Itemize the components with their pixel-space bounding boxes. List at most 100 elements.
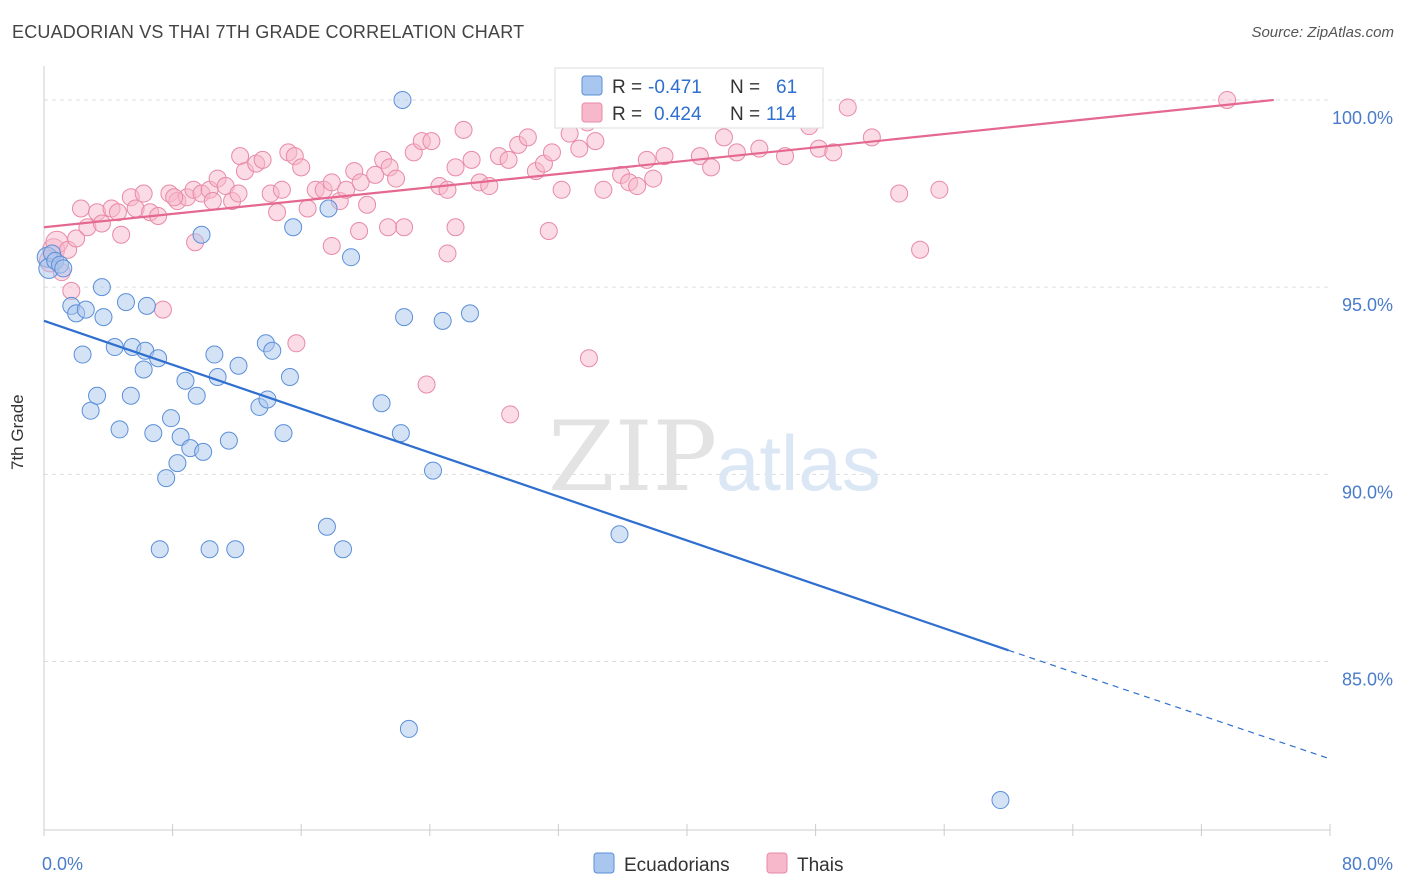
ecuadorian-point [219,431,238,450]
thai-point [322,173,341,192]
source-label: Source: ZipAtlas.com [1251,24,1394,41]
axes [43,66,1331,836]
thai-point [570,139,589,158]
thai-point [395,218,414,237]
thai-point [911,240,930,259]
thai-point [838,98,857,117]
watermark-zip: ZIP [548,401,717,513]
legend-r-value-2: 0.424 [654,104,702,125]
x-tick-label-1: 80.0% [1342,854,1393,874]
ecuadorian-point [399,719,418,738]
y-tick-label-1: 95.0% [1342,295,1393,315]
ecuadorian-point [280,367,299,386]
thai-point [108,203,127,222]
ecuadorian-point [73,345,92,364]
ecuadorian-point [92,278,111,297]
thai-trend-line [43,98,1274,229]
legend-n-label-1: N = [730,77,760,98]
ecuadorian-point [317,517,336,536]
thai-point [438,244,457,263]
ecuadorian-point [116,293,135,312]
thai-point [890,184,909,203]
ecuadorian-point [263,341,282,360]
thai-point [351,173,370,192]
ecuadorian-point [333,540,352,559]
thai-point [272,180,291,199]
thai-point [298,199,317,218]
thai-point [824,143,843,162]
thai-point [579,349,598,368]
ecuadorian-point [991,791,1010,810]
ecuadorian-point [121,386,140,405]
legend-r-label-1: R = [612,77,642,98]
thai-point [62,281,81,300]
bottom-legend-swatch-ecuadorians [593,852,615,874]
stats-legend: R = -0.471 N = 61 R = 0.424 N = 114 [554,67,824,129]
bottom-legend-ecuadorians: Ecuadorians [624,855,730,876]
ecuadorian-point [460,304,479,323]
thai-point [92,214,111,233]
thai-point [422,132,441,151]
ecuadorian-point [88,386,107,405]
thai-point [594,180,613,199]
ecuadorian-points [36,90,1010,810]
watermark-atlas: atlas [716,419,881,507]
thai-point [350,221,369,240]
thai-point [446,218,465,237]
thai-point [165,188,184,207]
legend-swatch-thais [581,102,603,123]
thai-point [153,300,172,319]
x-tick-labels: 0.0% 80.0% [42,854,1393,874]
ecuadorian-point [284,218,303,237]
thai-point [417,375,436,394]
legend-n-value-2: 114 [766,104,797,125]
ecuadorian-point [149,349,168,368]
thai-point [231,147,250,166]
chart-title: ECUADORIAN VS THAI 7TH GRADE CORRELATION… [12,22,525,42]
thai-point [358,195,377,214]
thai-point [518,128,537,147]
series-legend: Ecuadorians Thais [593,852,843,876]
ecuadorian-point [274,424,293,443]
thai-point [552,180,571,199]
ecuadorian-trend-extension [1008,649,1331,760]
y-tick-label-0: 100.0% [1332,108,1393,128]
thai-point [203,192,222,211]
thai-point [499,150,518,169]
legend-n-label-2: N = [730,104,760,125]
thai-point [714,128,733,147]
ecuadorian-point [137,296,156,315]
thai-point [287,334,306,353]
trend-lines [43,98,1331,760]
thai-point [628,177,647,196]
legend-r-label-2: R = [612,104,642,125]
bottom-legend-swatch-thais [766,852,788,874]
ecuadorian-point [157,469,176,488]
ecuadorian-point [229,356,248,375]
thai-point [539,221,558,240]
thai-point [292,158,311,177]
legend-swatch-ecuadorians [581,75,603,96]
ecuadorian-point [187,386,206,405]
thai-point [727,143,746,162]
ecuadorian-point [342,248,361,267]
y-tick-labels: 100.0% 95.0% 90.0% 85.0% [1332,108,1393,690]
thai-point [702,158,721,177]
ecuadorian-point [391,424,410,443]
thai-point [112,225,131,244]
thai-point [862,128,881,147]
watermark: ZIP atlas [548,401,881,513]
ecuadorian-point [134,360,153,379]
thai-point [337,180,356,199]
bottom-legend-thais: Thais [797,855,843,876]
ecuadorian-point [168,454,187,473]
thai-point [655,147,674,166]
thai-point [322,236,341,255]
thai-point [454,120,473,139]
ecuadorian-point [94,308,113,327]
thai-point [446,158,465,177]
ecuadorian-point [205,345,224,364]
ecuadorian-point [192,225,211,244]
ecuadorian-trend-line [43,319,1009,652]
